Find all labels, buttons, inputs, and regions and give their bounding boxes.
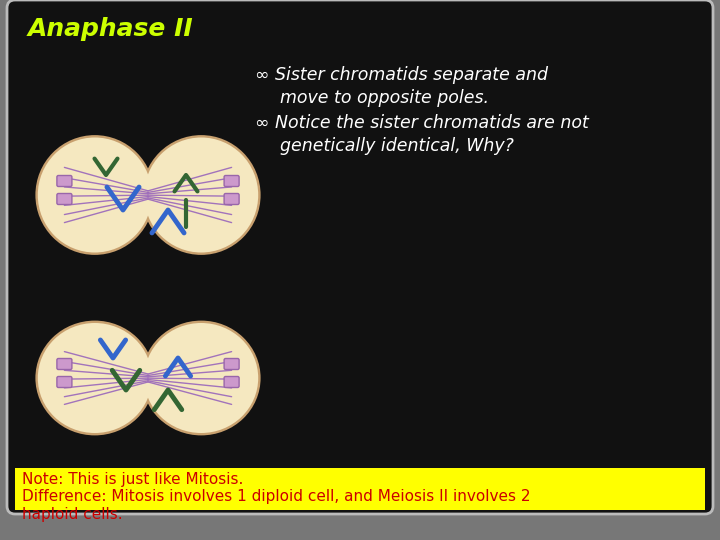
Ellipse shape — [37, 323, 152, 433]
FancyBboxPatch shape — [57, 359, 72, 369]
Bar — [15, 468, 705, 510]
Text: Note: This is just like Mitosis.
Difference: Mitosis involves 1 diploid cell, an: Note: This is just like Mitosis. Differe… — [22, 472, 531, 522]
Ellipse shape — [142, 135, 261, 255]
Text: Anaphase II: Anaphase II — [28, 17, 194, 41]
FancyBboxPatch shape — [224, 193, 239, 205]
Ellipse shape — [144, 138, 258, 253]
FancyBboxPatch shape — [224, 359, 239, 369]
FancyBboxPatch shape — [224, 376, 239, 388]
FancyBboxPatch shape — [57, 176, 72, 186]
Text: ∞ Notice the sister chromatids are not: ∞ Notice the sister chromatids are not — [255, 114, 589, 132]
FancyBboxPatch shape — [7, 0, 713, 514]
Text: move to opposite poles.: move to opposite poles. — [280, 89, 489, 107]
Ellipse shape — [35, 321, 154, 435]
Text: ∞ Sister chromatids separate and: ∞ Sister chromatids separate and — [255, 66, 548, 84]
Text: genetically identical, Why?: genetically identical, Why? — [280, 137, 514, 155]
FancyBboxPatch shape — [57, 376, 72, 388]
FancyBboxPatch shape — [57, 193, 72, 205]
Ellipse shape — [35, 135, 154, 255]
Ellipse shape — [144, 323, 258, 433]
Ellipse shape — [37, 138, 152, 253]
Ellipse shape — [142, 321, 261, 435]
FancyBboxPatch shape — [224, 176, 239, 186]
